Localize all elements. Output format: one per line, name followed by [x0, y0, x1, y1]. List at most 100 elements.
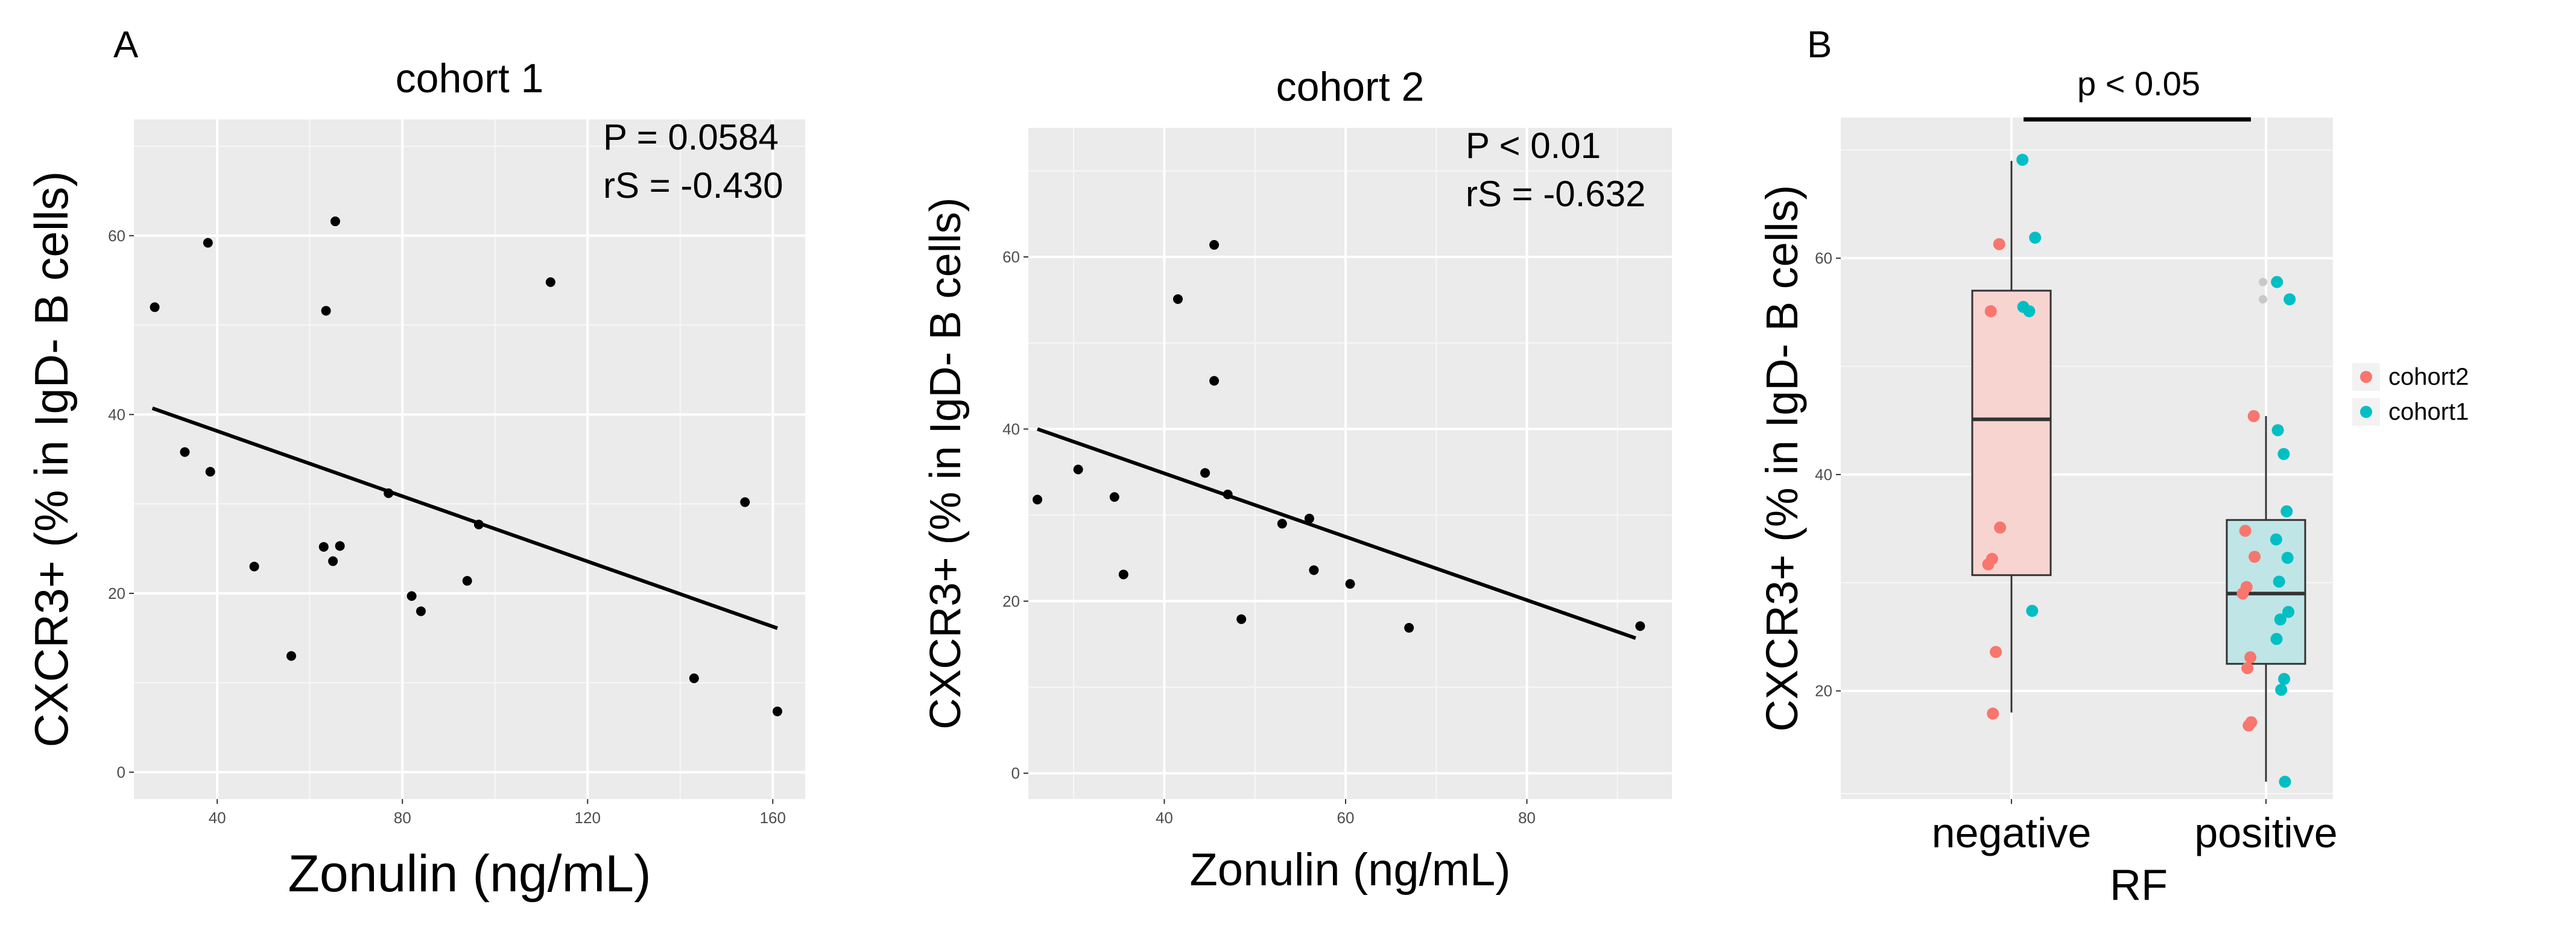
data-point [180, 447, 190, 457]
data-point [1304, 513, 1314, 523]
data-point [1345, 579, 1355, 589]
data-point [689, 673, 699, 683]
data-point [335, 541, 345, 551]
chart-cohort-2: 40 60 80 0 20 40 60 P < 0.01 rS = -0.632 cohort 2… [922, 64, 1672, 896]
chart-title: cohort 2 [1276, 64, 1425, 110]
plot-background [1028, 128, 1672, 799]
data-point-cohort1 [2270, 533, 2282, 546]
data-point-cohort2 [1982, 558, 1995, 570]
data-point-cohort2 [1984, 305, 1997, 318]
data-point [545, 277, 555, 287]
legend-label: cohort2 [2388, 364, 2469, 390]
x-tick-label: 80 [394, 809, 411, 827]
data-point-cohort1 [2029, 232, 2042, 244]
data-point [1209, 376, 1220, 386]
data-point [772, 706, 782, 716]
data-point-cohort1 [2283, 293, 2296, 306]
data-point-cohort1 [2274, 613, 2286, 626]
p-value-annotation: P = 0.0584 [603, 117, 779, 157]
data-point-cohort2 [2236, 587, 2249, 600]
y-tick-label: 60 [1815, 249, 1832, 267]
data-point [1200, 468, 1210, 478]
rs-annotation: rS = -0.430 [603, 165, 783, 206]
data-point-cohort1 [2275, 683, 2288, 696]
regression-line [1037, 427, 1636, 640]
data-point [321, 306, 331, 316]
data-point-cohort2 [1987, 707, 1999, 720]
data-point-cohort2 [2247, 410, 2260, 423]
box [1971, 289, 2052, 577]
y-tick-label: 60 [108, 227, 125, 245]
data-point [205, 467, 215, 477]
outlier-point [2259, 277, 2267, 286]
x-tick-label: 40 [209, 809, 226, 827]
data-point-cohort1 [2279, 776, 2291, 788]
significance-label: p < 0.05 [2077, 65, 2200, 103]
data-point [1404, 623, 1414, 633]
data-point-cohort2 [1990, 646, 2002, 659]
data-point [249, 561, 259, 572]
y-tick-label: 40 [108, 405, 125, 423]
data-point-cohort2 [2242, 719, 2255, 732]
legend-key-cohort2 [2360, 371, 2372, 383]
data-point [150, 302, 160, 312]
data-point [330, 216, 340, 227]
plot-background [134, 119, 805, 799]
x-category-label: positive [2194, 809, 2337, 856]
data-point-cohort2 [2239, 525, 2252, 537]
data-point-cohort1 [2282, 605, 2295, 618]
y-axis-title: CXCR3+ (% in IgD- B cells) [25, 171, 78, 748]
data-point-cohort1 [2016, 153, 2029, 166]
x-tick-label: 80 [1518, 809, 1536, 827]
p-value-annotation: P < 0.01 [1466, 125, 1601, 166]
data-point [1172, 294, 1183, 304]
outlier-point [2259, 295, 2267, 304]
y-axis-title: CXCR3+ (% in IgD- B cells) [1757, 185, 1807, 732]
data-point [1635, 621, 1645, 631]
x-axis-title: RF [2110, 861, 2168, 909]
data-point-cohort1 [2270, 633, 2283, 645]
y-tick-label: 0 [1011, 764, 1020, 782]
data-point [1277, 519, 1287, 529]
data-point-cohort1 [2023, 305, 2036, 318]
data-point-cohort2 [2241, 662, 2254, 674]
regression-line [151, 406, 778, 630]
x-category-label: negative [1932, 809, 2092, 856]
data-point [1309, 565, 1319, 575]
y-tick-label: 0 [117, 763, 125, 782]
data-point [203, 238, 213, 248]
legend-label: cohort1 [2388, 399, 2469, 425]
data-point-cohort1 [2273, 575, 2285, 588]
y-tick-label: 40 [1815, 466, 1832, 484]
data-point [1118, 569, 1128, 580]
data-point-cohort2 [2248, 551, 2261, 563]
data-point-cohort1 [2271, 424, 2284, 437]
data-point-cohort1 [2277, 447, 2290, 460]
y-tick-label: 20 [108, 584, 125, 602]
x-tick-label: 60 [1337, 809, 1355, 827]
data-point [318, 542, 329, 552]
rs-annotation: rS = -0.632 [1466, 174, 1646, 214]
y-tick-label: 20 [1002, 592, 1020, 610]
legend-key-cohort1 [2360, 406, 2372, 418]
x-tick-label: 160 [760, 809, 786, 827]
data-point-cohort1 [2280, 505, 2293, 517]
y-tick-label: 20 [1815, 682, 1832, 700]
panel-label-a: A [113, 24, 139, 66]
data-point [1209, 240, 1220, 250]
chart-rf-boxplot: 20 40 60 negative positive p < 0.05 RF CXCR3+ (… [1757, 65, 2469, 909]
x-tick-label: 40 [1156, 809, 1173, 827]
y-axis-title: CXCR3+ (% in IgD- B cells) [922, 197, 970, 729]
data-point [1236, 614, 1247, 624]
data-point-cohort2 [1994, 521, 2007, 534]
data-point-cohort2 [2244, 651, 2257, 664]
data-point [328, 556, 338, 566]
chart-cohort-1: 40 80 120 160 0 20 40 60 P = 0.0584 rS = -0.430 co… [25, 55, 805, 903]
y-tick-label: 60 [1002, 248, 1020, 266]
data-point-cohort1 [2281, 552, 2294, 564]
data-point-cohort2 [1993, 238, 2005, 250]
y-tick-label: 40 [1002, 420, 1020, 438]
chart-title: cohort 1 [396, 55, 544, 101]
data-point [1073, 464, 1083, 475]
